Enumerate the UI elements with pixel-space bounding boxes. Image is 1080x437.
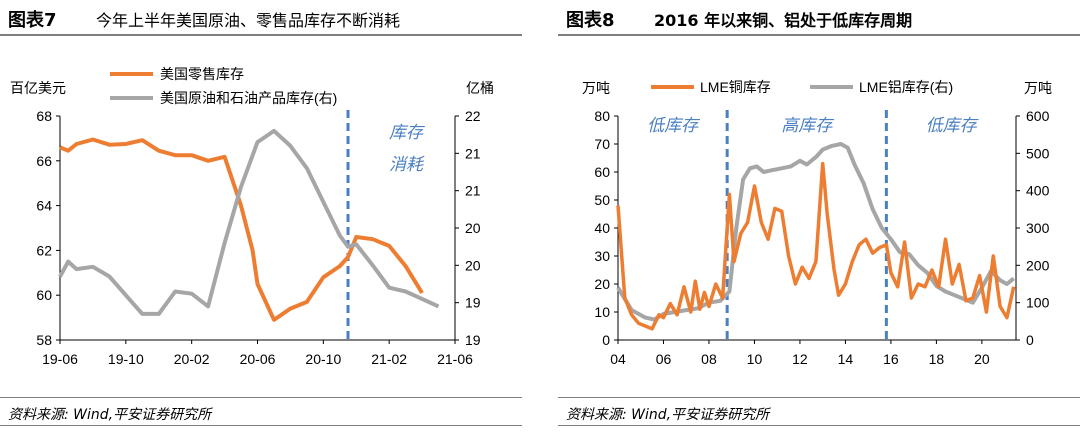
left-axis-unit: 百亿美元 (10, 80, 66, 96)
series-line-retail (59, 137, 424, 322)
y-tick-label-right: 600 (1026, 108, 1050, 124)
legend-label-crude: 美国原油和石油产品库存(右) (160, 90, 337, 106)
phase-label: 低库存 (647, 116, 700, 135)
x-tick-label: 20-06 (240, 351, 276, 367)
left-source: 资料来源: Wind,平安证券研究所 (8, 407, 212, 423)
right-source: 资料来源: Wind,平安证券研究所 (566, 407, 770, 423)
y-tick-label-left: 50 (594, 192, 610, 208)
y-tick-label-right: 19 (465, 295, 481, 311)
right-figure-title: 2016 年以来铜、铝处于低库存周期 (654, 11, 913, 30)
x-tick-label: 06 (656, 351, 672, 367)
left-title-row: 图表7 今年上半年美国原油、零售品库存不断消耗 (0, 0, 522, 36)
annotation-line1: 库存 (389, 123, 425, 142)
right-bottom-rule (558, 425, 1080, 426)
legend-label-aluminum: LME铝库存(右) (859, 79, 953, 95)
x-tick-label: 19-06 (42, 351, 78, 367)
y-tick-label-left: 10 (594, 304, 610, 320)
y-tick-label-left: 60 (36, 287, 52, 303)
legend-label-retail: 美国零售库存 (160, 66, 244, 82)
x-tick-label: 08 (701, 351, 717, 367)
legend-label-copper: LME铜库存 (700, 79, 771, 95)
left-figure-label: 图表7 (8, 10, 57, 31)
x-tick-label: 20-10 (305, 351, 341, 367)
right-panel: 图表8 2016 年以来铜、铝处于低库存周期 万吨 万吨 LME铜库存 LME铝库存(… (558, 0, 1080, 437)
x-tick-label: 20-02 (174, 351, 210, 367)
series-line-aluminum (616, 142, 1015, 322)
y-tick-label-right: 21 (465, 145, 481, 161)
x-tick-label: 21-06 (437, 351, 473, 367)
x-tick-label: 18 (929, 351, 945, 367)
y-tick-label-left: 40 (594, 220, 610, 236)
y-tick-label-left: 30 (594, 248, 610, 264)
x-tick-label: 21-02 (371, 351, 407, 367)
x-tick-label: 20 (974, 351, 990, 367)
y-tick-label-left: 58 (36, 332, 52, 348)
y-tick-label-left: 66 (36, 153, 52, 169)
right-source-row: 资料来源: Wind,平安证券研究所 (558, 397, 1080, 426)
right-figure-label: 图表8 (566, 10, 615, 31)
left-figure-title: 今年上半年美国原油、零售品库存不断消耗 (96, 11, 401, 30)
annotation-line2: 消耗 (389, 155, 425, 174)
x-tick-label: 16 (883, 351, 899, 367)
y-tick-label-right: 400 (1026, 183, 1050, 199)
right-axis-unit: 亿桶 (466, 80, 494, 96)
left-bottom-rule (0, 425, 522, 426)
y-tick-label-left: 20 (594, 276, 610, 292)
phase-label: 低库存 (926, 116, 979, 135)
series-line-crude (58, 128, 440, 316)
left-source-row: 资料来源: Wind,平安证券研究所 (0, 397, 522, 426)
y-tick-label-left: 60 (594, 164, 610, 180)
phase-label: 高库存 (781, 116, 834, 135)
y-tick-label-right: 20 (465, 220, 481, 236)
x-tick-label: 19-10 (108, 351, 144, 367)
y-tick-label-right: 0 (1026, 332, 1034, 348)
y-tick-label-left: 70 (594, 136, 610, 152)
y-tick-label-right: 21 (465, 183, 481, 199)
y-tick-label-left: 64 (36, 198, 52, 214)
y-tick-label-right: 100 (1026, 295, 1050, 311)
y-tick-label-right: 22 (465, 108, 481, 124)
y-tick-label-right: 19 (465, 332, 481, 348)
y-tick-label-right: 20 (465, 257, 481, 273)
y-tick-label-left: 62 (36, 242, 52, 258)
right-title-row: 图表8 2016 年以来铜、铝处于低库存周期 (558, 0, 1080, 36)
x-tick-label: 14 (838, 351, 854, 367)
left-panel: 图表7 今年上半年美国原油、零售品库存不断消耗 百亿美元 亿桶 美国零售库存美国原油… (0, 0, 522, 437)
y-tick-label-left: 68 (36, 108, 52, 124)
series-line-copper (616, 161, 1016, 331)
y-tick-label-left: 80 (594, 108, 610, 124)
right-axis-unit: 万吨 (1024, 80, 1052, 96)
x-tick-label: 04 (610, 351, 626, 367)
left-axis-unit: 万吨 (582, 80, 610, 96)
y-tick-label-right: 300 (1026, 220, 1050, 236)
y-tick-label-right: 200 (1026, 257, 1050, 273)
y-tick-label-left: 0 (602, 332, 610, 348)
x-tick-label: 12 (792, 351, 808, 367)
y-tick-label-right: 500 (1026, 145, 1050, 161)
x-tick-label: 10 (747, 351, 763, 367)
